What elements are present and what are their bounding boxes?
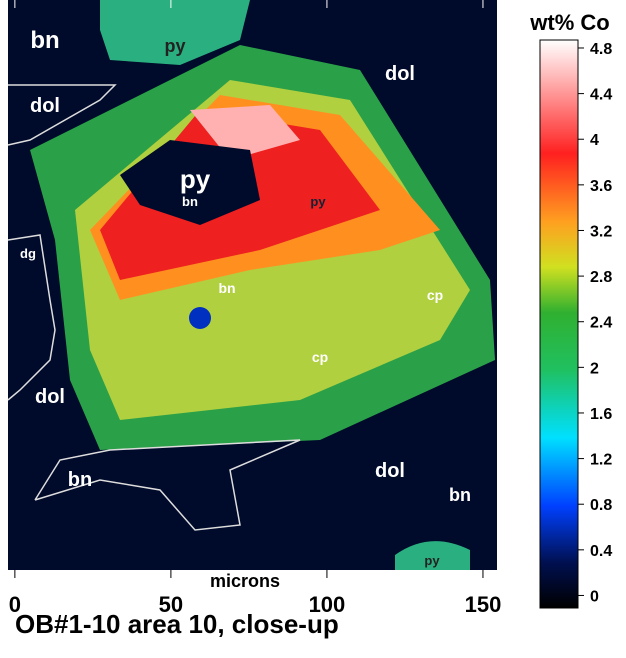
mineral-label: dol	[385, 63, 415, 85]
colorbar	[539, 39, 579, 609]
x-tick-label: 100	[309, 592, 346, 617]
colorbar-tick-label: 1.2	[590, 452, 612, 469]
colorbar-tick-label: 2.4	[590, 315, 612, 332]
colorbar-tick-label: 3.2	[590, 223, 612, 240]
colorbar-label: wt% Co	[529, 10, 609, 35]
mineral-label: py	[180, 164, 211, 194]
colorbar-tick-label: 3.6	[590, 178, 612, 195]
colorbar-tick-label: 2.8	[590, 269, 612, 286]
colorbar-tick-label: 1.6	[590, 406, 612, 423]
mineral-label: bn	[182, 194, 198, 209]
mineral-label: bn	[449, 485, 471, 505]
colorbar-tick-label: 2	[590, 360, 599, 377]
mineral-label: bn	[68, 469, 92, 491]
x-tick-label: 50	[159, 592, 183, 617]
title: OB#1-10 area 10, close-up	[15, 609, 339, 639]
colorbar-tick-label: 0	[590, 588, 599, 605]
mineral-label: py	[164, 36, 185, 56]
mineral-label: dol	[35, 386, 65, 408]
colorbar-tick-label: 4	[590, 132, 599, 149]
mineral-label: bn	[218, 280, 235, 296]
colorbar-tick-label: 0.4	[590, 543, 612, 560]
mineral-label: py	[310, 194, 326, 209]
colorbar-tick-label: 4.8	[590, 41, 612, 58]
colorbar-tick-label: 4.4	[590, 87, 612, 104]
mineral-label: dol	[375, 460, 405, 482]
x-axis-label: microns	[210, 571, 280, 591]
mineral-label: cp	[427, 287, 443, 303]
colorbar-tick-label: 0.8	[590, 497, 612, 514]
x-tick-label: 150	[465, 592, 502, 617]
mineral-label: py	[424, 553, 440, 568]
mineral-label: dg	[20, 246, 36, 261]
map	[7, 0, 497, 570]
mineral-label: cp	[312, 349, 328, 365]
mineral-label: bn	[30, 27, 59, 54]
x-tick-label: 0	[9, 592, 21, 617]
mineral-label: dol	[30, 95, 60, 117]
